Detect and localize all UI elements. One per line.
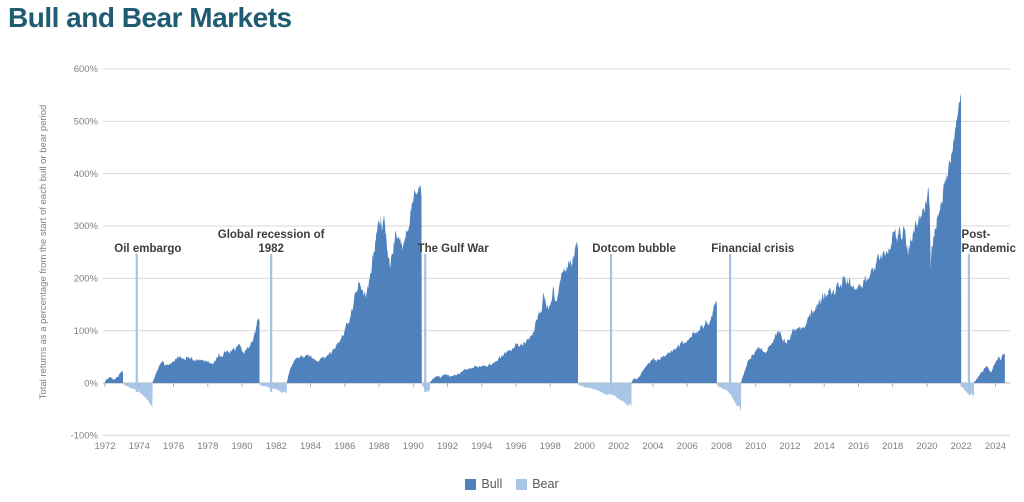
event-label: Oil embargo xyxy=(114,243,181,255)
legend-swatch-bull xyxy=(465,478,477,490)
y-axis-title: Total returns as a percentage from the s… xyxy=(38,105,49,400)
x-tick-label: 1994 xyxy=(471,441,492,452)
x-tick-label: 1984 xyxy=(300,441,321,452)
y-tick-label: 600% xyxy=(74,64,99,75)
event-label: The Gulf War xyxy=(418,243,490,255)
y-tick-label: 300% xyxy=(74,221,99,232)
area-bull-segment xyxy=(430,242,578,384)
legend-item-bull: Bull xyxy=(465,477,502,491)
x-tick-label: 1988 xyxy=(368,441,389,452)
x-tick-label: 2000 xyxy=(574,441,595,452)
y-tick-label: 100% xyxy=(74,326,99,337)
chart-legend: Bull Bear xyxy=(0,477,1024,491)
x-tick-label: 1998 xyxy=(540,441,561,452)
legend-label: Bull xyxy=(481,477,503,491)
y-tick-label: 0% xyxy=(84,378,98,389)
x-tick-label: 2022 xyxy=(951,441,972,452)
x-tick-label: 2012 xyxy=(779,441,800,452)
x-tick-label: 2010 xyxy=(745,441,766,452)
y-tick-label: 500% xyxy=(74,117,99,128)
x-tick-label: 2024 xyxy=(985,441,1006,452)
x-tick-label: 1976 xyxy=(163,441,184,452)
x-tick-label: 1972 xyxy=(94,441,115,452)
area-bear-segment xyxy=(259,383,287,395)
area-bear-segment xyxy=(577,383,632,407)
event-label: Pandemic xyxy=(962,243,1017,255)
y-tick-label: -100% xyxy=(71,431,99,442)
x-tick-label: 1974 xyxy=(129,441,150,452)
x-tick-label: 2018 xyxy=(882,441,903,452)
event-annotations: Oil embargo Global recession of 1982 The Gu… xyxy=(114,229,1016,392)
x-tick-label: 1986 xyxy=(334,441,355,452)
area-series xyxy=(105,93,1005,412)
event-label: Global recession of xyxy=(218,229,325,241)
area-bear-segment xyxy=(123,383,153,408)
axes: 600% 500% 400% 300% 200% 100% 0% -100%1972 1974 1… xyxy=(71,64,1006,452)
x-tick-label: 1996 xyxy=(505,441,526,452)
x-tick-label: 2014 xyxy=(814,441,835,452)
event-label: Post- xyxy=(962,229,991,241)
x-tick-label: 2002 xyxy=(608,441,629,452)
x-tick-label: 1980 xyxy=(231,441,252,452)
legend-label: Bear xyxy=(532,477,559,491)
y-tick-label: 400% xyxy=(74,169,99,180)
event-label: Dotcom bubble xyxy=(592,243,676,255)
area-bear-segment xyxy=(961,383,975,397)
area-bull-segment xyxy=(974,353,1005,384)
x-tick-label: 2006 xyxy=(677,441,698,452)
x-tick-label: 1992 xyxy=(437,441,458,452)
area-bull-segment xyxy=(152,318,260,384)
x-tick-label: 2020 xyxy=(916,441,937,452)
area-bull-segment xyxy=(631,300,717,384)
x-tick-label: 2004 xyxy=(642,441,663,452)
area-bull-segment xyxy=(741,93,962,384)
y-tick-label: 200% xyxy=(74,274,99,285)
area-bull-segment xyxy=(105,371,124,384)
x-tick-label: 2016 xyxy=(848,441,869,452)
chart-title: Bull and Bear Markets xyxy=(8,2,292,33)
x-tick-label: 1982 xyxy=(266,441,287,452)
legend-item-bear: Bear xyxy=(516,477,559,491)
x-tick-label: 1978 xyxy=(197,441,218,452)
legend-swatch-bear xyxy=(516,478,528,490)
x-tick-label: 2008 xyxy=(711,441,732,452)
area-bear-segment xyxy=(716,383,742,412)
area-bull-segment xyxy=(286,184,422,384)
event-label: 1982 xyxy=(258,243,284,255)
event-label: Financial crisis xyxy=(711,243,794,255)
x-tick-label: 1990 xyxy=(403,441,424,452)
